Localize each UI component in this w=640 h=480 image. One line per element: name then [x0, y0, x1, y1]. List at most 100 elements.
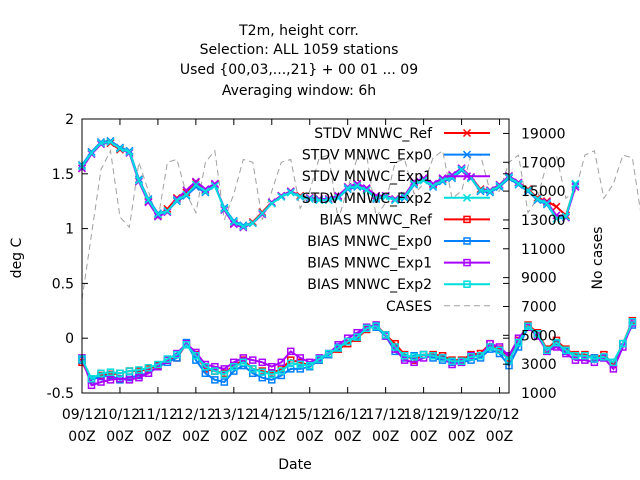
data-point — [571, 351, 580, 360]
data-point — [410, 179, 419, 188]
data-point — [571, 179, 580, 188]
data-point — [457, 165, 466, 174]
data-point — [182, 190, 191, 199]
data-point — [533, 194, 542, 204]
x-tick-label: 00Z — [220, 429, 247, 445]
data-point — [258, 358, 267, 367]
data-point — [87, 148, 96, 158]
data-point — [362, 186, 371, 195]
data-point — [462, 172, 472, 181]
legend-label: BIAS MNWC_Exp1 — [307, 256, 432, 272]
data-point — [96, 139, 106, 148]
data-point — [239, 358, 248, 367]
x-tick-label: 12/12 — [176, 407, 216, 423]
x-tick-label: 09/12 — [62, 407, 102, 423]
data-point — [334, 344, 342, 352]
data-point — [305, 361, 314, 370]
x-tick-label: 18/12 — [403, 407, 443, 423]
legend: STDV MNWC_Ref STDV MNWC_Exp0 STDV MNWC_Exp… — [302, 126, 490, 315]
data-point — [268, 362, 276, 371]
data-point — [191, 180, 200, 189]
data-point — [562, 346, 570, 355]
x-tick-label: 10/12 — [100, 407, 140, 423]
data-point — [153, 210, 162, 219]
legend-label: STDV MNWC_Exp1 — [302, 169, 432, 185]
data-point — [533, 330, 542, 338]
data-point — [524, 322, 532, 330]
data-point — [514, 179, 523, 188]
data-point — [391, 343, 399, 351]
legend-label: BIAS MNWC_Exp2 — [307, 277, 432, 293]
x-tick-label: 15/12 — [290, 407, 330, 423]
data-point — [268, 370, 276, 379]
data-point — [248, 219, 257, 228]
data-point — [134, 176, 143, 185]
data-point — [315, 196, 324, 205]
data-point — [296, 360, 304, 369]
y2-tick-label: 17000 — [521, 155, 566, 171]
x-tick-label: 20/12 — [479, 407, 519, 423]
x-tick-label: 14/12 — [252, 407, 292, 423]
data-point — [97, 378, 105, 386]
y2-tick-label: 9000 — [521, 271, 557, 287]
data-point — [391, 194, 400, 204]
data-point — [448, 357, 456, 365]
data-point — [144, 198, 153, 207]
y2-axis-label: No cases — [590, 227, 606, 290]
data-point — [476, 186, 485, 195]
data-point — [182, 188, 191, 197]
data-point — [552, 343, 561, 351]
data-point — [249, 365, 257, 373]
data-point — [419, 350, 428, 359]
data-point — [249, 369, 257, 378]
x-axis-label: Date — [278, 457, 311, 473]
x-tick-label: 00Z — [258, 429, 285, 445]
title-line-1: T2m, height corr. — [238, 23, 359, 39]
data-point — [201, 185, 210, 194]
data-point — [353, 181, 362, 190]
data-point — [154, 360, 162, 369]
data-point — [267, 199, 276, 208]
data-point — [462, 128, 472, 138]
x-tick-label: 11/12 — [138, 407, 178, 423]
data-point — [324, 196, 333, 205]
data-point — [343, 184, 352, 193]
data-point — [239, 354, 248, 362]
y-tick-label: 1.5 — [52, 167, 74, 183]
data-point — [324, 194, 333, 204]
x-tick-label: 00Z — [68, 429, 95, 445]
data-point — [372, 322, 380, 330]
data-point — [533, 196, 542, 205]
data-point — [619, 339, 627, 348]
data-point — [362, 184, 371, 193]
data-point — [125, 376, 134, 384]
x-tick-label: 19/12 — [441, 407, 481, 423]
data-point — [106, 368, 115, 376]
y-tick-label: 2 — [65, 112, 74, 128]
data-point — [552, 338, 561, 347]
data-point — [628, 318, 637, 326]
x-tick-label: 00Z — [372, 429, 399, 445]
x-tick-label: 13/12 — [214, 407, 254, 423]
data-point — [220, 378, 229, 386]
data-point — [552, 214, 561, 223]
data-point — [106, 376, 115, 384]
legend-label: BIAS MNWC_Exp0 — [307, 234, 432, 250]
data-point — [125, 146, 134, 155]
data-point — [163, 207, 172, 216]
data-point — [144, 364, 153, 372]
data-point — [429, 181, 438, 190]
data-point — [287, 347, 295, 356]
data-point — [230, 367, 238, 375]
legend-label: STDV MNWC_Exp2 — [302, 191, 432, 207]
x-tick-label: 00Z — [334, 429, 361, 445]
y2-tick-label: 19000 — [521, 126, 566, 142]
data-point — [552, 211, 561, 220]
data-point — [400, 356, 409, 364]
chart-title: T2m, height corr. Selection: ALL 1059 st… — [180, 23, 418, 99]
data-point — [305, 194, 314, 204]
data-point — [229, 220, 238, 229]
title-line-4: Averaging window: 6h — [222, 83, 376, 99]
data-point — [163, 355, 172, 363]
x-tick-label: 00Z — [410, 429, 437, 445]
